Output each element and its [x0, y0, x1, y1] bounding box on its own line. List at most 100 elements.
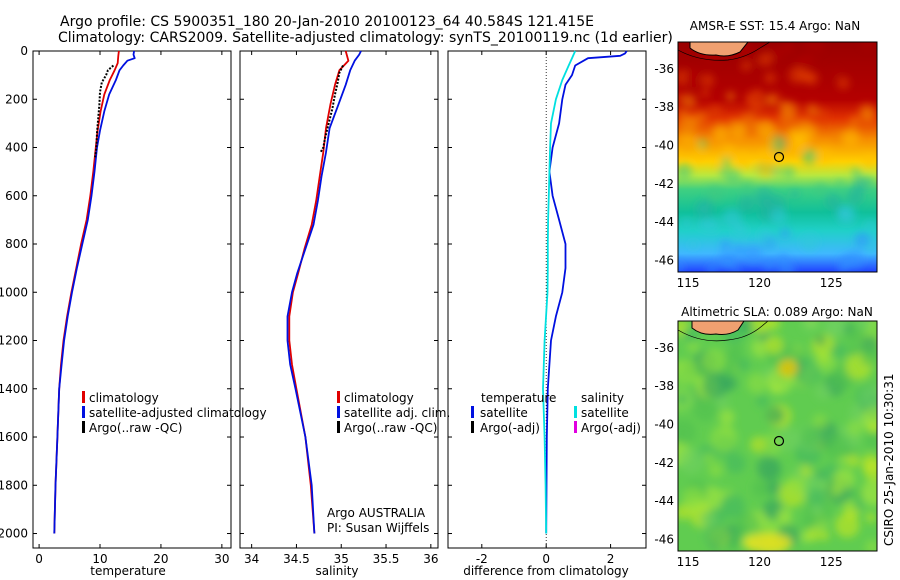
- sla-texture: [756, 456, 781, 481]
- sst-texture: [824, 193, 842, 210]
- sst-texture: [756, 119, 775, 139]
- x-tick-label: 20: [153, 552, 168, 566]
- sla-texture: [830, 343, 847, 360]
- sst-texture: [806, 103, 819, 117]
- sla-texture: [861, 479, 877, 506]
- argo-position-marker: [773, 435, 785, 447]
- sla-texture: [800, 531, 812, 543]
- sst-texture: [801, 148, 818, 165]
- x-tick-label: 30: [214, 552, 229, 566]
- sst-texture: [737, 194, 756, 213]
- sst-texture: [717, 251, 735, 269]
- salinity-axes: [239, 50, 439, 549]
- series-line-satellite-adjusted-climatology: [53, 50, 136, 534]
- sst-texture: [739, 180, 754, 194]
- sst-texture: [718, 167, 728, 177]
- sla-texture: [786, 473, 807, 495]
- map-x-tick-label: 120: [748, 555, 771, 569]
- map-x-tick-label: 115: [677, 276, 700, 290]
- series-line-satellite-adj-clim-: [286, 50, 362, 534]
- legend-swatch-argo: [82, 421, 85, 433]
- sla-texture: [834, 513, 860, 538]
- sla-texture: [692, 397, 718, 422]
- sst-texture: [846, 188, 864, 205]
- sla-texture: [776, 427, 801, 452]
- legend-swatch-temp-satellite: [471, 406, 474, 418]
- legend-sal-argo: Argo(-adj): [581, 421, 641, 435]
- sst-texture: [776, 252, 790, 266]
- map-y-tick-label: -46: [654, 254, 674, 268]
- tick-layer: 0 10 20 30020040060080010001200140016001800…: [0, 44, 843, 569]
- sla-texture: [824, 433, 851, 460]
- sst-texture: [678, 163, 693, 180]
- sst-texture: [764, 94, 777, 106]
- sla-texture: [833, 468, 855, 490]
- sst-texture: [693, 110, 707, 124]
- sla-texture: [847, 454, 860, 468]
- argo-credit: Argo AUSTRALIA: [327, 506, 426, 520]
- series-line-temperature-satellite: [545, 50, 628, 534]
- sla-texture: [799, 426, 821, 448]
- sst-texture: [706, 263, 718, 272]
- sst-texture: [769, 47, 784, 61]
- sla-texture: [737, 358, 751, 372]
- sst-texture: [861, 42, 873, 49]
- series-line-argo-raw-qc-: [319, 65, 344, 153]
- sst-texture: [780, 228, 790, 238]
- sla-texture: [678, 448, 705, 475]
- sla-texture: [863, 460, 877, 482]
- sla-texture: [778, 359, 798, 377]
- sst-texture: [733, 222, 748, 237]
- sla-texture: [719, 409, 735, 425]
- sst-texture: [724, 168, 742, 185]
- sst-texture: [836, 76, 850, 90]
- sst-texture: [740, 61, 751, 72]
- temperature-legend: climatology satellite-adjusted climatolo…: [82, 391, 267, 435]
- sst-texture: [700, 88, 710, 99]
- sst-texture: [841, 128, 860, 147]
- x-tick-label: 0: [35, 552, 43, 566]
- sst-texture: [678, 261, 685, 272]
- x-tick-label: 2: [607, 552, 615, 566]
- sla-texture: [765, 480, 781, 496]
- series-line-climatology: [288, 50, 350, 534]
- sla-texture: [864, 431, 877, 449]
- legend-argo: Argo(..raw -QC): [89, 421, 182, 435]
- sla-texture: [847, 344, 860, 357]
- legend-sal-satellite: satellite: [581, 406, 629, 420]
- sla-texture: [756, 394, 769, 407]
- sst-texture: [721, 208, 742, 229]
- sst-texture: [732, 267, 741, 272]
- sst-texture: [678, 108, 687, 118]
- sla-texture: [678, 392, 689, 406]
- sla-texture: [868, 422, 877, 433]
- sla-texture: [752, 479, 770, 497]
- sla-texture: [678, 359, 698, 386]
- sst-texture: [850, 167, 861, 178]
- difference-xlabel: difference from climatology: [463, 564, 629, 578]
- sst-texture: [694, 198, 715, 219]
- legend-salinity-header: salinity: [581, 391, 624, 405]
- coast-contour: [678, 42, 771, 61]
- difference-axes: [447, 50, 647, 549]
- map-y-tick-label: -42: [654, 177, 674, 191]
- sst-map-field: [678, 42, 877, 272]
- x-tick-label: 35: [334, 552, 349, 566]
- sst-texture: [862, 153, 876, 167]
- sla-texture: [678, 419, 696, 445]
- sst-texture: [762, 257, 776, 271]
- x-tick-label: 36: [423, 552, 438, 566]
- series-line-argo-raw-qc-: [94, 64, 115, 158]
- argo-position-marker: [773, 151, 785, 163]
- sst-map-frame: [677, 41, 878, 273]
- legend-climatology: climatology: [344, 391, 414, 405]
- sla-texture: [846, 419, 864, 437]
- sla-texture: [739, 321, 755, 333]
- y-tick-label: 0: [20, 44, 28, 58]
- sla-texture: [702, 348, 727, 373]
- land-outline: [691, 321, 745, 335]
- sst-texture: [782, 166, 796, 179]
- legend-swatch-argo: [337, 421, 340, 433]
- sst-texture: [758, 198, 768, 208]
- sst-texture: [863, 176, 876, 189]
